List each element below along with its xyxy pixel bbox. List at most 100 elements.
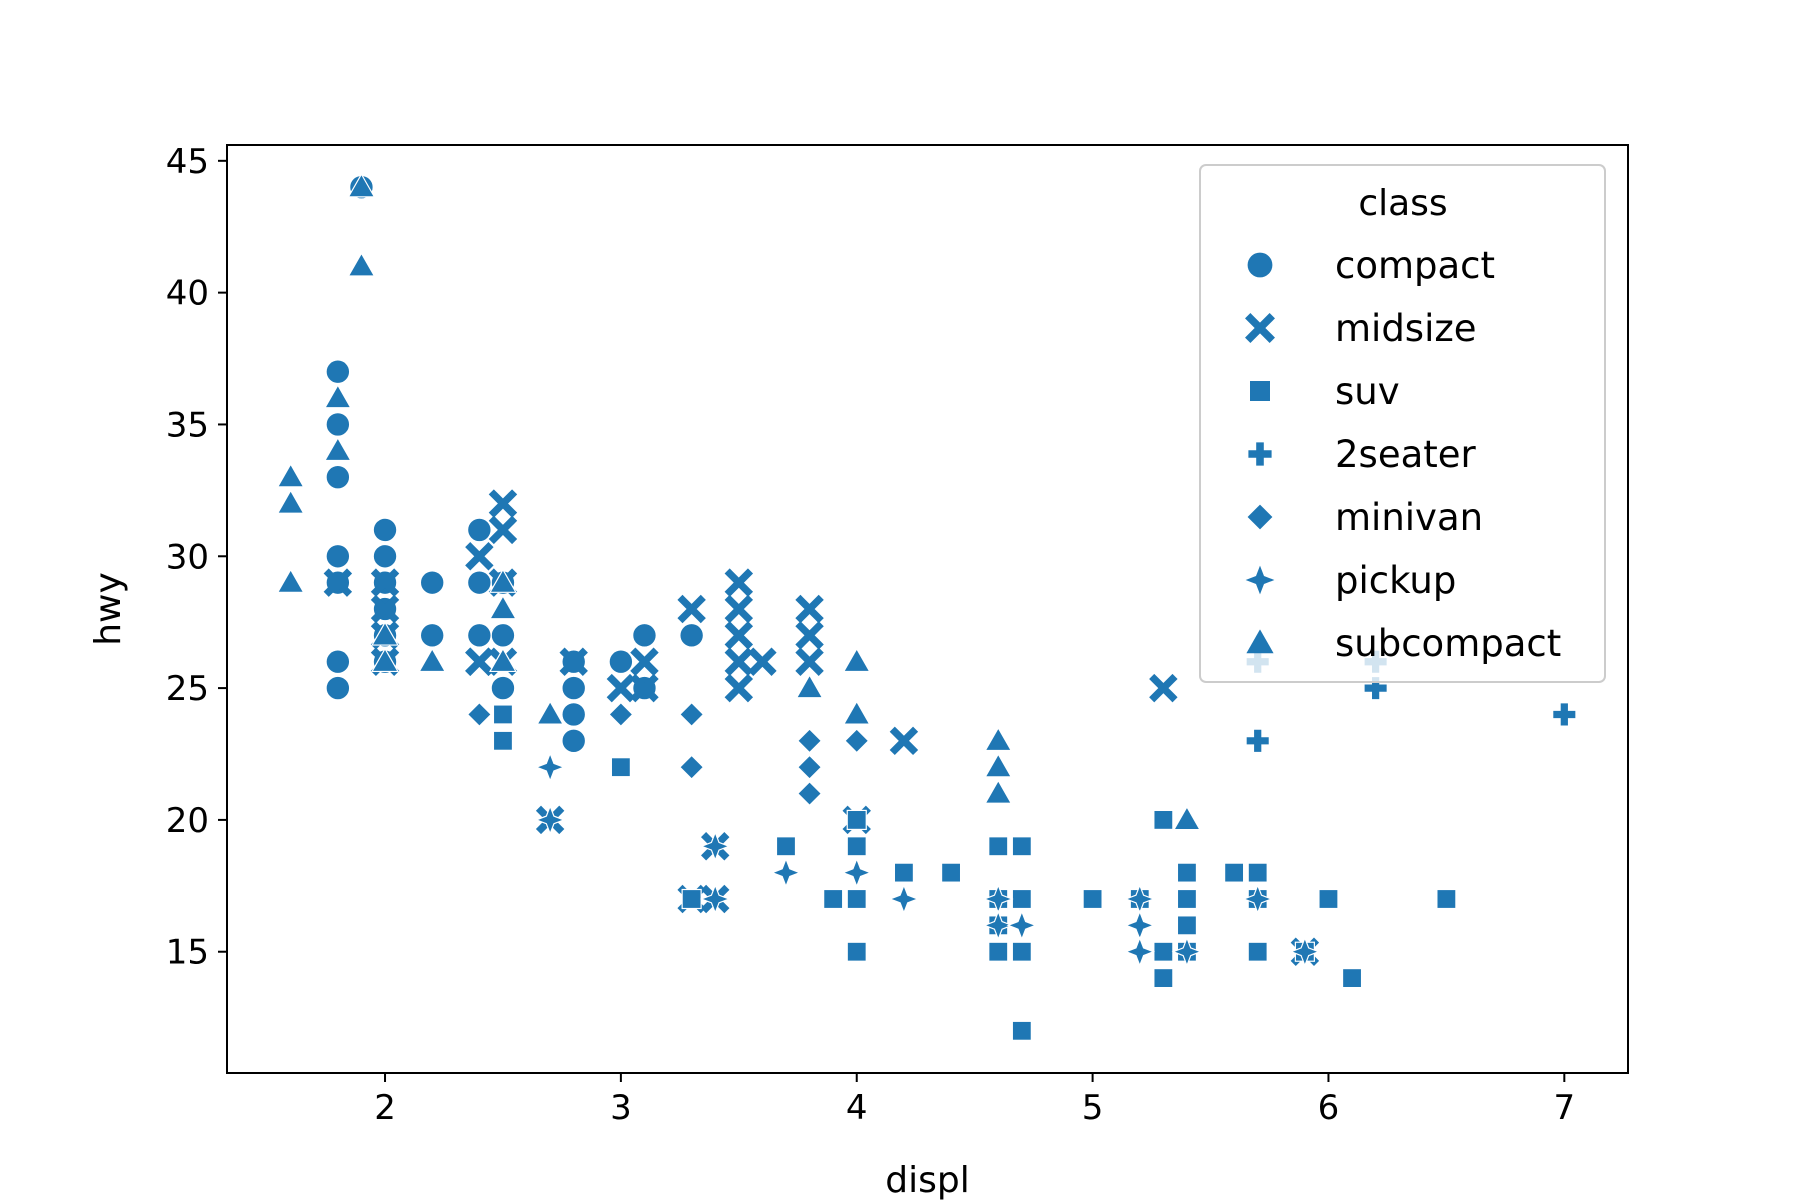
- data-point-midsize: [630, 647, 659, 676]
- y-tick-label: 35: [166, 405, 209, 445]
- data-point-compact: [561, 728, 587, 754]
- legend-label-subcompact: subcompact: [1335, 622, 1561, 665]
- data-point-midsize: [606, 673, 636, 703]
- data-point-pickup: [699, 830, 731, 862]
- data-point-compact: [372, 517, 398, 543]
- data-point-suv: [846, 888, 867, 910]
- data-point-subcompact: [371, 621, 399, 646]
- data-point-pickup: [841, 857, 873, 888]
- data-point-minivan: [844, 728, 870, 754]
- data-point-midsize: [724, 594, 754, 624]
- data-point-compact: [679, 622, 705, 648]
- series-subcompact: [276, 173, 1201, 831]
- data-point-midsize: [323, 568, 353, 597]
- legend-marker-suv: [1250, 381, 1270, 401]
- data-point-subcompact: [984, 753, 1013, 778]
- data-point-pickup: [699, 883, 731, 915]
- data-point-subcompact: [276, 463, 305, 488]
- data-point-midsize: [630, 673, 659, 703]
- data-point-minivan: [796, 780, 823, 807]
- data-point-compact: [608, 649, 634, 675]
- data-point-suv: [846, 836, 867, 857]
- data-point-suv: [940, 862, 962, 883]
- data-point-subcompact: [323, 436, 352, 462]
- data-point-compact: [325, 412, 351, 437]
- data-point-suv: [610, 757, 631, 778]
- y-tick-label: 40: [166, 274, 209, 314]
- data-point-compact: [561, 702, 587, 727]
- data-point-subcompact: [347, 252, 376, 277]
- data-point-suv: [893, 862, 915, 883]
- data-point-minivan: [679, 701, 705, 728]
- x-tick-label: 4: [846, 1088, 868, 1128]
- data-point-pickup: [770, 857, 802, 888]
- data-point-pickup: [1006, 910, 1038, 941]
- data-point-subcompact: [347, 173, 376, 198]
- data-point-2seater: [1246, 729, 1269, 752]
- x-tick-label: 2: [374, 1088, 396, 1128]
- data-point-pickup: [534, 804, 566, 836]
- data-point-midsize: [370, 568, 400, 597]
- data-point-suv: [1153, 941, 1174, 962]
- data-point-pickup: [982, 910, 1014, 941]
- data-point-subcompact: [984, 726, 1013, 752]
- data-point-compact: [561, 675, 587, 701]
- data-point-midsize: [795, 621, 824, 650]
- data-point-compact: [419, 622, 445, 648]
- data-point-suv: [1247, 941, 1268, 962]
- data-point-midsize: [724, 621, 754, 650]
- data-point-compact: [490, 622, 516, 648]
- data-point-suv: [681, 888, 702, 910]
- data-point-pickup: [1124, 936, 1156, 968]
- data-point-compact: [325, 464, 351, 490]
- data-point-suv: [1082, 888, 1103, 910]
- y-tick-label: 25: [166, 669, 209, 709]
- data-point-minivan: [796, 754, 823, 780]
- x-tick-label: 5: [1082, 1088, 1104, 1128]
- data-point-subcompact: [489, 594, 517, 620]
- data-point-suv: [1011, 888, 1032, 910]
- legend-label-2seater: 2seater: [1335, 433, 1477, 476]
- series-pickup: [534, 751, 1321, 968]
- legend-label-compact: compact: [1335, 244, 1495, 287]
- data-point-subcompact: [276, 568, 305, 593]
- data-point-compact: [325, 543, 351, 569]
- data-point-pickup: [888, 883, 920, 915]
- data-point-suv: [1011, 1020, 1032, 1041]
- data-point-suv: [846, 809, 867, 831]
- data-point-midsize: [748, 647, 777, 676]
- data-point-2seater: [1553, 703, 1576, 726]
- y-tick-label: 45: [166, 142, 209, 182]
- data-point-suv: [1153, 967, 1174, 989]
- y-tick-label: 15: [166, 933, 209, 973]
- legend-marker-midsize: [1245, 313, 1275, 343]
- data-point-compact: [466, 517, 492, 543]
- data-point-midsize: [724, 673, 754, 703]
- data-point-compact: [632, 622, 657, 648]
- data-point-midsize: [795, 647, 824, 676]
- legend-marker-minivan: [1247, 504, 1273, 530]
- data-point-pickup: [1289, 936, 1321, 968]
- x-axis-label: displ: [885, 1160, 969, 1200]
- x-tick-label: 7: [1553, 1088, 1575, 1128]
- data-point-compact: [325, 359, 351, 385]
- data-point-midsize: [677, 594, 706, 624]
- data-point-compact: [325, 675, 351, 701]
- data-point-compact: [466, 570, 492, 596]
- x-tick-label: 6: [1318, 1088, 1340, 1128]
- axes-frame: [226, 144, 1629, 1074]
- data-point-suv: [846, 941, 867, 962]
- data-point-midsize: [559, 647, 588, 676]
- data-point-subcompact: [795, 673, 824, 699]
- data-point-suv: [775, 836, 797, 857]
- legend-marker-compact: [1247, 252, 1273, 278]
- data-point-subcompact: [984, 779, 1013, 804]
- data-point-subcompact: [489, 568, 517, 593]
- data-point-suv: [492, 730, 514, 751]
- data-point-suv: [988, 836, 1009, 857]
- data-point-suv: [1318, 888, 1339, 910]
- data-point-suv: [1176, 862, 1198, 883]
- data-point-subcompact: [1172, 805, 1201, 831]
- legend-marker-subcompact: [1246, 629, 1274, 654]
- data-point-midsize: [724, 647, 754, 676]
